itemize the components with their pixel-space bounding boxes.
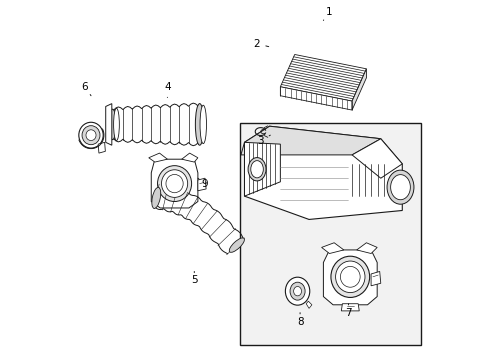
Ellipse shape (157, 166, 191, 202)
Ellipse shape (330, 256, 369, 297)
Text: 7: 7 (345, 304, 351, 318)
Ellipse shape (161, 170, 187, 197)
Polygon shape (351, 139, 402, 178)
Polygon shape (98, 142, 105, 153)
Polygon shape (244, 142, 280, 196)
Ellipse shape (195, 104, 203, 145)
Polygon shape (370, 271, 380, 286)
Ellipse shape (152, 187, 161, 208)
Polygon shape (321, 243, 343, 253)
Ellipse shape (285, 277, 309, 305)
Text: 3: 3 (257, 135, 270, 145)
Ellipse shape (386, 170, 413, 204)
Polygon shape (182, 153, 198, 162)
Polygon shape (356, 243, 376, 253)
Polygon shape (244, 126, 402, 220)
Text: 2: 2 (253, 39, 268, 49)
Polygon shape (151, 159, 198, 208)
Ellipse shape (247, 158, 265, 181)
Text: 1: 1 (323, 7, 331, 21)
Polygon shape (305, 301, 311, 309)
Text: 4: 4 (164, 82, 170, 98)
Ellipse shape (335, 261, 364, 293)
Polygon shape (323, 250, 376, 305)
Polygon shape (341, 304, 359, 311)
Ellipse shape (82, 126, 100, 145)
Ellipse shape (250, 161, 263, 178)
Ellipse shape (340, 266, 360, 287)
Text: 5: 5 (191, 271, 197, 285)
Text: 9: 9 (198, 178, 208, 189)
Ellipse shape (109, 109, 116, 140)
Polygon shape (241, 126, 380, 155)
Ellipse shape (165, 175, 183, 193)
Ellipse shape (293, 287, 301, 296)
Text: 6: 6 (81, 82, 91, 96)
Ellipse shape (86, 130, 96, 140)
Ellipse shape (289, 282, 305, 300)
Polygon shape (105, 104, 112, 145)
Polygon shape (198, 178, 206, 191)
Ellipse shape (229, 238, 244, 252)
Text: 8: 8 (296, 313, 303, 327)
Ellipse shape (390, 175, 409, 200)
Ellipse shape (79, 122, 103, 148)
Ellipse shape (113, 108, 119, 140)
Polygon shape (351, 69, 366, 110)
Polygon shape (280, 87, 351, 110)
Polygon shape (280, 54, 366, 101)
Bar (240, 123, 421, 345)
Ellipse shape (200, 105, 206, 144)
Polygon shape (148, 153, 167, 162)
